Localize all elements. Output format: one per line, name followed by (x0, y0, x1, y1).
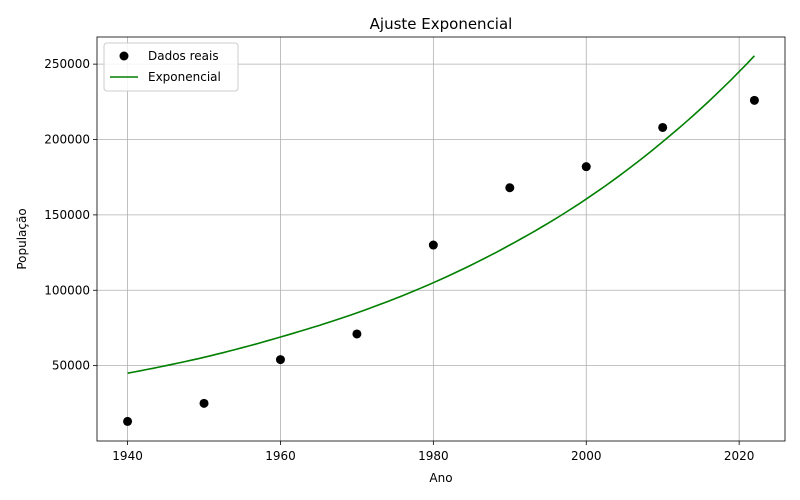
x-axis-title: Ano (429, 471, 452, 485)
y-tick-label: 150000 (44, 208, 90, 222)
data-point (749, 95, 759, 105)
x-tick-label: 2000 (571, 449, 602, 463)
x-axis: 1940 1960 1980 2000 2020 (112, 441, 754, 463)
legend-marker-dados-reais (119, 51, 129, 61)
exponencial-line (127, 55, 755, 374)
y-tick-label: 200000 (44, 133, 90, 147)
data-point (581, 162, 591, 172)
grid (97, 37, 785, 441)
data-point (123, 416, 133, 426)
x-tick-label: 1980 (418, 449, 449, 463)
legend: Dados reais Exponencial (103, 42, 239, 92)
data-point (428, 240, 438, 250)
legend-label-dados-reais: Dados reais (148, 49, 219, 63)
scatter-points-group (123, 95, 759, 426)
data-point (658, 122, 668, 132)
data-point (199, 398, 209, 408)
y-axis: 50000 100000 150000 200000 250000 (44, 57, 97, 373)
data-point (505, 183, 515, 193)
chart-title: Ajuste Exponencial (370, 15, 513, 33)
x-tick-label: 2020 (724, 449, 755, 463)
y-tick-label: 50000 (52, 359, 90, 373)
exponential-line-group (127, 55, 755, 374)
data-point (352, 329, 362, 339)
data-point (275, 355, 285, 365)
x-tick-label: 1940 (112, 449, 143, 463)
x-tick-label: 1960 (265, 449, 296, 463)
y-axis-title: População (15, 208, 29, 269)
y-tick-label: 250000 (44, 57, 90, 71)
legend-label-exponencial: Exponencial (148, 70, 221, 84)
legend-box (103, 42, 239, 92)
plot-frame (96, 36, 786, 442)
y-tick-label: 100000 (44, 283, 90, 297)
